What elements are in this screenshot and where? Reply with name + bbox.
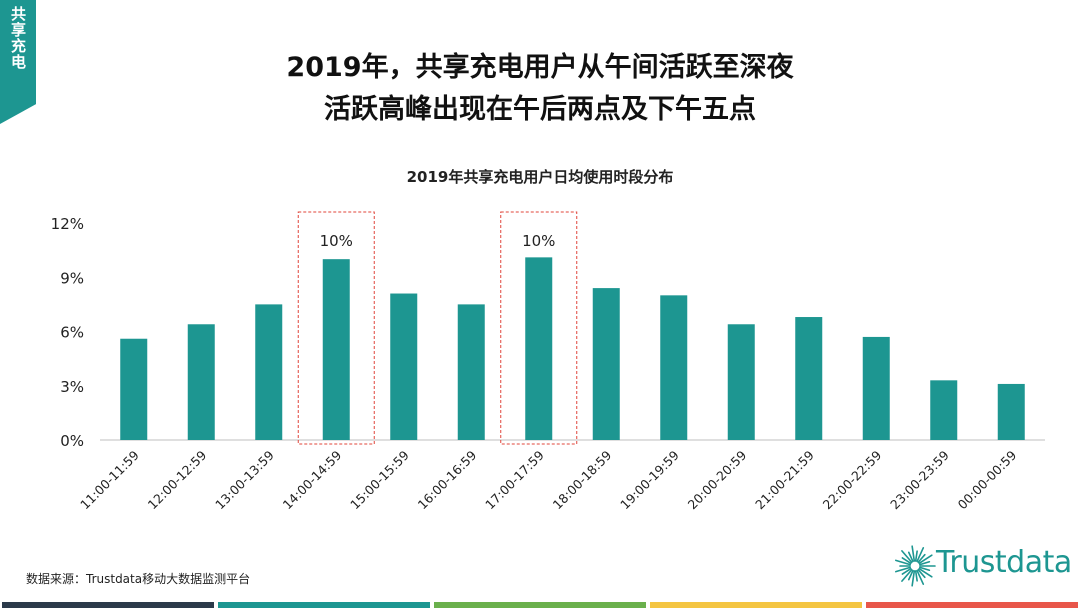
chart-title: 2019年共享充电用户日均使用时段分布 [406,168,674,186]
sunburst-ray [911,545,916,562]
x-tick-label: 23:00-23:59 [887,447,952,512]
headline-line-1: 2019年，共享充电用户从午间活跃至深夜 [286,52,794,83]
headline-line-2: 活跃高峰出现在午后两点及下午五点 [324,94,756,125]
sunburst-ray [907,569,914,581]
bar [525,257,553,440]
bar [390,293,418,440]
footer-bar [218,602,430,608]
x-tick-label: 22:00-22:59 [820,447,885,512]
y-tick-label: 6% [60,324,84,342]
data-label: 10% [320,232,353,250]
sunburst-ray [914,570,918,582]
side-tab: 共享充电 [0,0,36,124]
sunburst-ray [907,551,914,563]
x-tick-label: 13:00-13:59 [212,447,277,512]
y-tick-label: 0% [60,432,84,450]
sunburst-ray [911,570,916,587]
bar [255,304,283,440]
sunburst-ray [895,559,912,566]
sunburst-ray [916,569,925,585]
x-tick-label: 17:00-17:59 [482,447,547,512]
side-tab-label: 共享充电 [9,6,27,70]
sunburst-ray [917,568,926,579]
bar [592,288,620,440]
footer-bar [2,602,214,608]
y-tick-label: 12% [51,215,84,233]
bar [930,380,958,440]
highlight-box [297,211,375,445]
bar-chart: 0% 3% 6% 9% 12% 11:00-11:59 12:00-12:59 13:00-1… [51,211,1045,512]
bar [862,336,890,440]
bar [660,295,688,440]
highlight-box [500,211,578,445]
sunburst-ray [918,560,931,566]
bar [187,324,215,440]
bar [322,259,350,440]
x-tick-label: 15:00-15:59 [347,447,412,512]
bar [997,383,1025,440]
x-tick-label: 21:00-21:59 [752,447,817,512]
bar [727,324,755,440]
sunburst-ray [918,566,931,572]
trustdata-logo: Trustdata [893,536,1072,592]
sunburst-ray [901,550,913,564]
logo-text: Trustdata [936,545,1072,580]
x-tick-label: 14:00-14:59 [280,447,345,512]
x-tick-label: 12:00-12:59 [145,447,210,512]
sunburst-ray [918,567,933,578]
sunburst-ray [914,550,918,562]
footer-bar [650,602,862,608]
y-tick-label: 9% [60,269,84,287]
x-tick-label: 00:00-00:59 [955,447,1020,512]
sunburst-ray [916,547,925,563]
sunburst-ray [917,553,926,564]
bar [457,304,485,440]
data-label: 10% [522,232,555,250]
sunburst-ray [901,567,912,575]
bar [120,338,148,440]
x-tick-label: 18:00-18:59 [550,447,615,512]
sunburst-icon [895,545,936,587]
sunburst-ray [895,566,912,573]
x-tick-label: 11:00-11:59 [77,447,142,512]
sunburst-ray [918,554,933,565]
x-tick-label: 19:00-19:59 [617,447,682,512]
footer-bar [866,602,1078,608]
footer-bar [434,602,646,608]
sunburst-ray [901,568,913,582]
x-tick-label: 20:00-20:59 [685,447,750,512]
sunburst-ray [901,557,912,565]
footer-color-bars [0,602,1080,608]
data-source: 数据来源：Trustdata移动大数据监测平台 [26,572,251,586]
bar [795,317,823,440]
y-tick-label: 3% [60,378,84,396]
x-tick-label: 16:00-16:59 [415,447,480,512]
